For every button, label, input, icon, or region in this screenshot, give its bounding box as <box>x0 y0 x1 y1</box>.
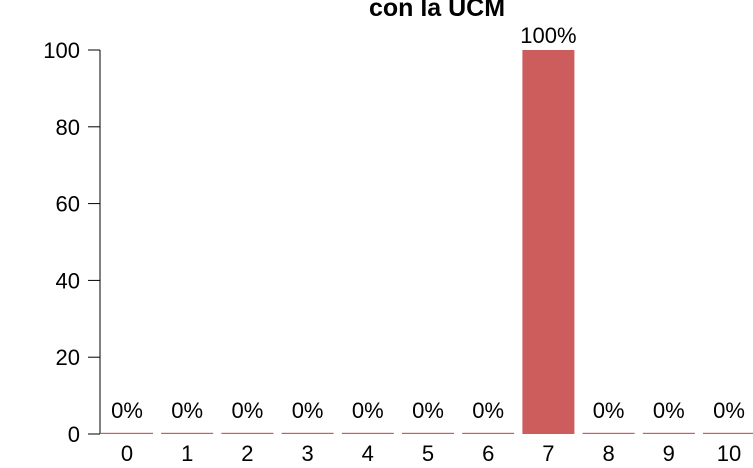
category-label: 1 <box>181 441 193 466</box>
bars <box>101 50 753 434</box>
bar <box>341 432 394 434</box>
data-label: 0% <box>292 398 324 423</box>
bar <box>582 432 635 434</box>
bar <box>101 432 153 434</box>
data-label: 0% <box>111 398 143 423</box>
data-label: 0% <box>412 398 444 423</box>
data-labels: 0% 0% 0% 0% 0% 0% 0% 100% 0% 0% 0% <box>111 23 745 423</box>
bar <box>462 432 515 434</box>
data-label: 0% <box>713 398 745 423</box>
y-axis: 0 20 40 60 80 100 <box>43 38 101 447</box>
chart-title: con la UCM <box>369 0 505 22</box>
data-label: 0% <box>593 398 625 423</box>
category-label: 7 <box>542 441 554 466</box>
data-label: 0% <box>653 398 685 423</box>
y-tick-label: 80 <box>56 115 80 140</box>
category-label: 6 <box>482 441 494 466</box>
bar <box>642 432 695 434</box>
x-axis-labels: 0 1 2 3 4 5 6 7 8 9 10 <box>121 441 741 466</box>
bar <box>161 432 214 434</box>
bar <box>221 432 274 434</box>
category-label: 4 <box>362 441 374 466</box>
category-label: 3 <box>301 441 313 466</box>
data-label: 0% <box>232 398 264 423</box>
data-label: 0% <box>352 398 384 423</box>
category-label: 0 <box>121 441 133 466</box>
bar <box>281 432 334 434</box>
category-label: 9 <box>663 441 675 466</box>
y-tick-label: 100 <box>43 38 80 63</box>
bar <box>703 432 753 434</box>
data-label: 0% <box>472 398 504 423</box>
y-tick-label: 0 <box>68 422 80 447</box>
y-tick-label: 60 <box>56 192 80 217</box>
bar <box>402 432 454 434</box>
y-tick-label: 40 <box>56 268 80 293</box>
category-label: 8 <box>602 441 614 466</box>
category-label: 2 <box>241 441 253 466</box>
data-label: 0% <box>171 398 203 423</box>
data-label: 100% <box>520 23 576 48</box>
category-label: 10 <box>717 441 741 466</box>
category-label: 5 <box>422 441 434 466</box>
y-tick-label: 20 <box>56 345 80 370</box>
bar <box>522 50 575 434</box>
